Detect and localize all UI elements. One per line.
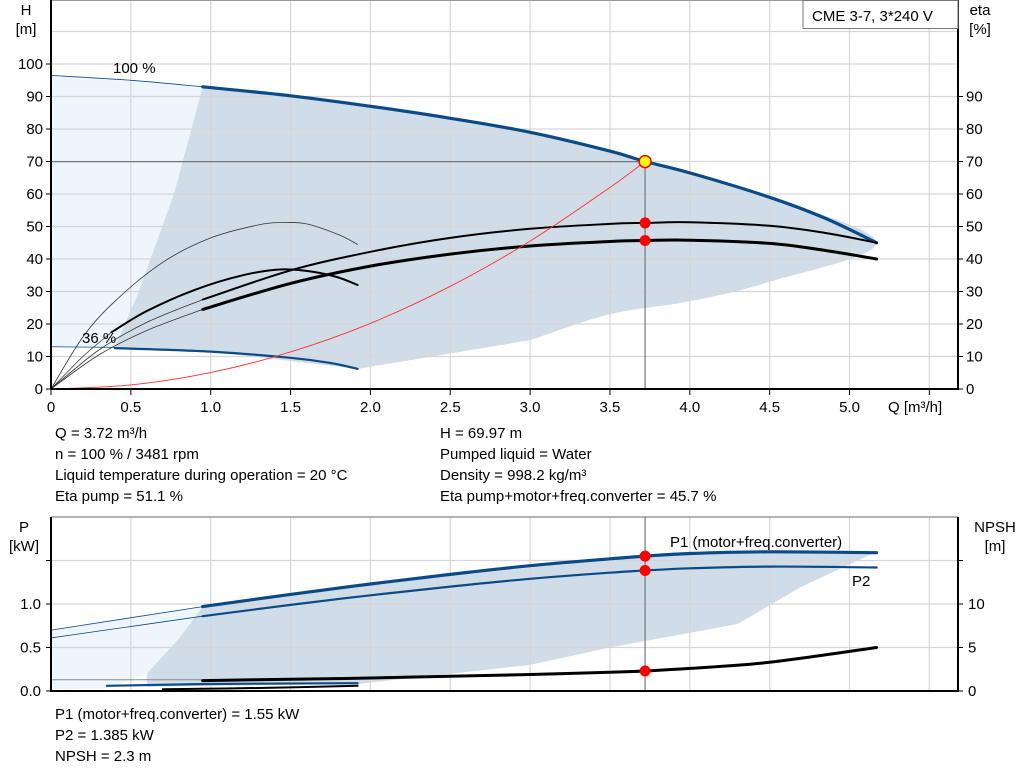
y2-tick-label: 0 <box>968 683 976 700</box>
power-npsh-chart: 0.0 0.5 1.0 0 5 10 P [kW] NPSH [m] P1 (motor+freq.… <box>9 516 1016 700</box>
curve-qh-36 <box>113 347 359 370</box>
info-npsh: NPSH = 2.3 m <box>55 748 152 765</box>
y-tick-label: 1.0 <box>20 596 41 613</box>
curve-eta-total <box>201 238 879 311</box>
y-tick-label: 100 <box>18 56 43 73</box>
y2-axis-label: eta <box>970 2 992 19</box>
curve-p1 <box>201 550 879 609</box>
y2-tick-label: 60 <box>966 186 983 203</box>
x-axis-label: Q [m³/h] <box>888 399 942 416</box>
y2-tick-label: 0 <box>966 381 974 398</box>
info-head: H = 69.97 m <box>440 425 523 442</box>
x-tick-label: 4.0 <box>679 399 700 416</box>
info-top-left: Q = 3.72 m³/h n = 100 % / 3481 rpm Liqui… <box>55 423 347 507</box>
duty-point-p2 <box>639 565 651 577</box>
y-tick-label: 60 <box>26 186 43 203</box>
y-axis-unit: [kW] <box>9 538 39 555</box>
label-100-percent: 100 % <box>113 60 156 77</box>
extended-range-area <box>51 75 203 347</box>
y2-tick-label: 40 <box>966 251 983 268</box>
x-tick-label: 3.5 <box>600 399 621 416</box>
y-tick-label: 80 <box>26 121 43 138</box>
info-speed: n = 100 % / 3481 rpm <box>55 446 199 463</box>
info-top-right: H = 69.97 m Pumped liquid = Water Densit… <box>440 423 716 507</box>
y2-tick-label: 70 <box>966 154 983 171</box>
duty-point-eta-pump <box>639 217 651 229</box>
curve-p2 <box>201 565 878 618</box>
y-tick-label: 20 <box>26 316 43 333</box>
title-box: CME 3-7, 3*240 V <box>802 0 959 29</box>
curve-p2-ext <box>50 615 204 639</box>
x-tick-label: 1.0 <box>200 399 221 416</box>
duty-point-npsh <box>639 665 651 677</box>
duty-point-p1 <box>639 550 651 562</box>
label-36-percent: 36 % <box>82 330 116 347</box>
label-p2: P2 <box>852 573 870 590</box>
x-tick-label: 4.5 <box>759 399 780 416</box>
curve-eta-total-36 <box>110 268 359 334</box>
curve-npsh <box>201 646 879 683</box>
curve-system-curve <box>50 161 646 390</box>
y2-tick-label: 20 <box>966 316 983 333</box>
info-p1: P1 (motor+freq.converter) = 1.55 kW <box>55 706 300 723</box>
x-tick-label: 0.5 <box>120 399 141 416</box>
curve-qh-100-ext <box>50 75 204 88</box>
title-text: CME 3-7, 3*240 V <box>812 8 933 25</box>
y-tick-label: 0 <box>35 381 43 398</box>
x-tick-label: 0 <box>47 399 55 416</box>
y-tick-label: 0.0 <box>20 683 41 700</box>
y2-tick-label: 10 <box>968 596 985 613</box>
duty-point-eta-total <box>639 234 651 246</box>
y2-tick-label: 50 <box>966 219 983 236</box>
x-tick-label: 5.0 <box>839 399 860 416</box>
y2-tick-label: 5 <box>968 640 976 657</box>
x-tick-label: 2.5 <box>440 399 461 416</box>
info-density: Density = 998.2 kg/m³ <box>440 467 587 484</box>
y2-tick-label: 80 <box>966 121 983 138</box>
curve-qh-36-ext <box>50 346 116 348</box>
y2-tick-label: 10 <box>966 349 983 366</box>
y2-axis-unit: [m] <box>985 538 1006 555</box>
info-liquid-temp: Liquid temperature during operation = 20… <box>55 467 348 484</box>
label-p1: P1 (motor+freq.converter) <box>670 534 842 551</box>
info-eta-pump: Eta pump = 51.1 % <box>55 488 183 505</box>
info-p2: P2 = 1.385 kW <box>55 727 154 744</box>
curve-p1-ext <box>50 606 204 631</box>
info-flow: Q = 3.72 m³/h <box>55 425 148 442</box>
y-tick-label: 90 <box>26 89 43 106</box>
x-tick-label: 2.0 <box>360 399 381 416</box>
duty-point-head <box>638 154 652 169</box>
y2-axis-unit: [%] <box>969 21 991 38</box>
curve-eta-total-36-ext <box>50 331 113 390</box>
head-eta-chart: 0 10 20 30 40 50 60 70 80 90 100 0 10 20 30 40 50 60 70 80 9… <box>16 0 992 416</box>
x-tick-label: 3.0 <box>520 399 541 416</box>
curve-eta-pump-ext <box>50 299 204 390</box>
curve-eta-total-ext <box>50 309 204 390</box>
y-tick-label: 50 <box>26 219 43 236</box>
operating-range-area <box>146 551 877 687</box>
info-bottom: P1 (motor+freq.converter) = 1.55 kW P2 =… <box>55 704 299 767</box>
y-tick-label: 0.5 <box>20 640 41 657</box>
y2-tick-label: 90 <box>966 89 983 106</box>
curve-qh-100 <box>201 85 879 245</box>
y-axis-label: H <box>21 2 32 19</box>
y-tick-label: 40 <box>26 251 43 268</box>
curve-eta-pump-36 <box>50 221 358 390</box>
y-tick-label: 30 <box>26 284 43 301</box>
y2-axis-label: NPSH <box>974 519 1016 536</box>
curve-p1-36 <box>105 682 359 687</box>
info-pumped-liquid: Pumped liquid = Water <box>440 446 592 463</box>
curve-eta-pump <box>201 221 878 301</box>
x-tick-label: 1.5 <box>280 399 301 416</box>
y2-tick-label: 30 <box>966 284 983 301</box>
y-tick-label: 10 <box>26 349 43 366</box>
operating-range-area <box>114 86 877 369</box>
y-axis-label: P <box>19 519 29 536</box>
y-tick-label: 70 <box>26 154 43 171</box>
info-eta-total: Eta pump+motor+freq.converter = 45.7 % <box>440 488 717 505</box>
y-axis-unit: [m] <box>16 21 37 38</box>
curve-npsh-36 <box>161 684 359 691</box>
